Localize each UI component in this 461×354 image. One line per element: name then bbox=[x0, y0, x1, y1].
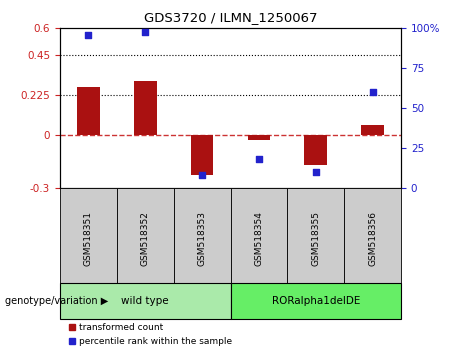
Bar bbox=[361, 125, 384, 135]
Point bbox=[142, 29, 149, 34]
Title: GDS3720 / ILMN_1250067: GDS3720 / ILMN_1250067 bbox=[144, 11, 317, 24]
Text: GSM518352: GSM518352 bbox=[141, 211, 150, 267]
Text: RORalpha1delDE: RORalpha1delDE bbox=[272, 296, 360, 306]
Bar bbox=[248, 135, 270, 140]
Legend: transformed count, percentile rank within the sample: transformed count, percentile rank withi… bbox=[65, 320, 236, 349]
Point bbox=[369, 89, 376, 95]
Point bbox=[312, 169, 319, 175]
Text: GSM518353: GSM518353 bbox=[198, 211, 207, 267]
Point bbox=[255, 156, 263, 162]
Bar bbox=[304, 135, 327, 165]
Text: GSM518354: GSM518354 bbox=[254, 211, 263, 267]
Bar bbox=[77, 87, 100, 135]
Point bbox=[85, 32, 92, 38]
Text: wild type: wild type bbox=[121, 296, 169, 306]
Text: GSM518355: GSM518355 bbox=[311, 211, 320, 267]
Text: GSM518351: GSM518351 bbox=[84, 211, 93, 267]
Bar bbox=[134, 81, 157, 135]
Bar bbox=[191, 135, 213, 175]
Text: GSM518356: GSM518356 bbox=[368, 211, 377, 267]
Point bbox=[198, 172, 206, 178]
Text: genotype/variation ▶: genotype/variation ▶ bbox=[5, 296, 108, 306]
